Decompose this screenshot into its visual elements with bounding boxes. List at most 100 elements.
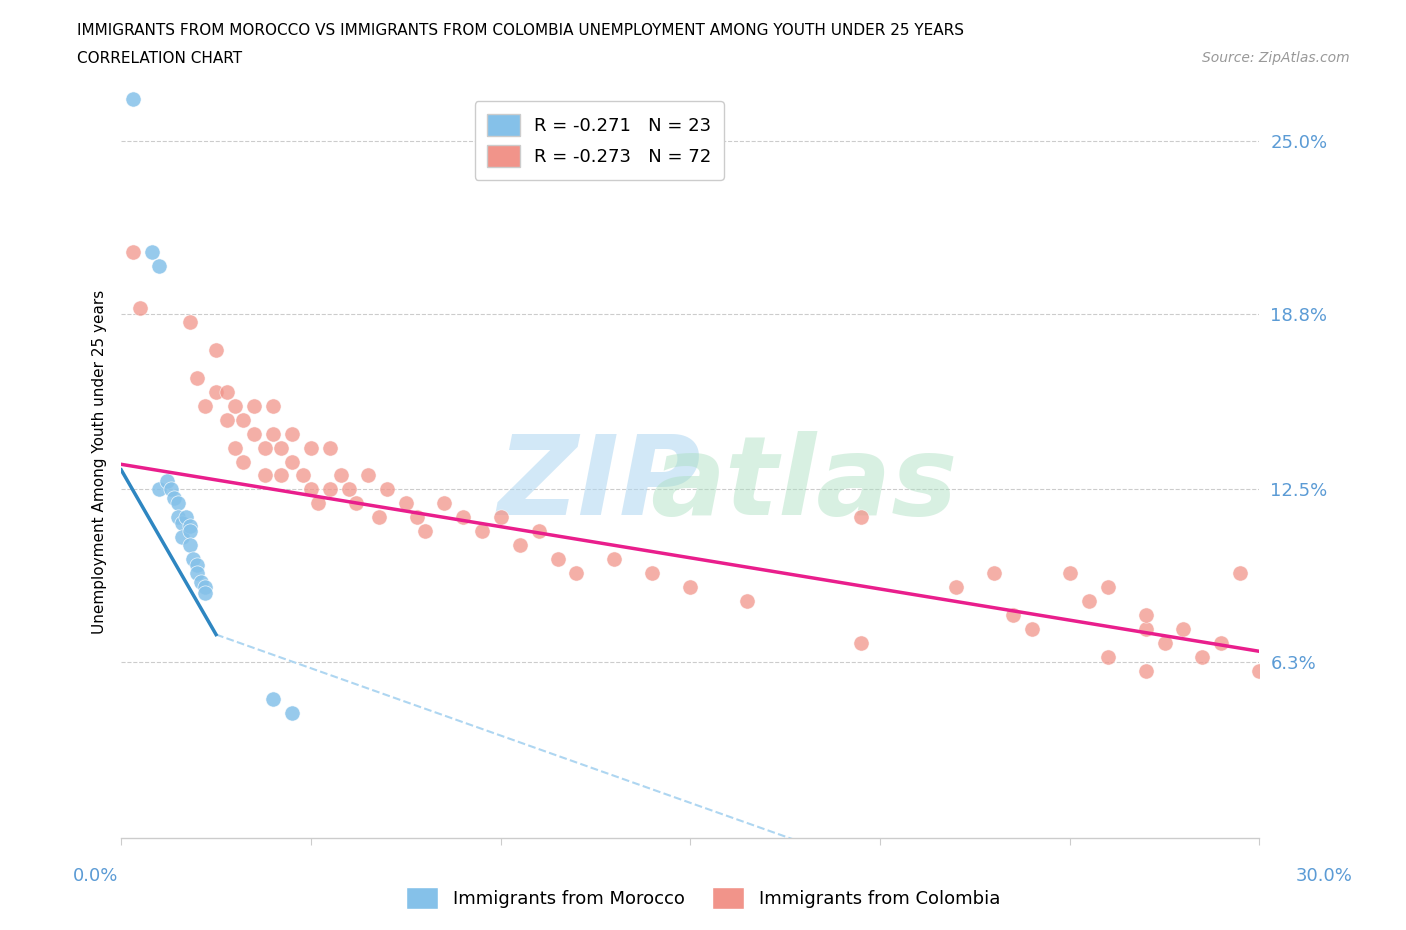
Point — [243, 398, 266, 413]
Point — [270, 468, 292, 483]
Point — [121, 91, 143, 106]
Point — [1173, 621, 1195, 636]
Text: ZIP: ZIP — [498, 431, 702, 538]
Text: 0.0%: 0.0% — [73, 867, 118, 884]
Point — [406, 510, 429, 525]
Point — [603, 551, 626, 566]
Point — [983, 565, 1005, 580]
Point — [527, 524, 550, 538]
Point — [489, 510, 512, 525]
Point — [1249, 663, 1271, 678]
Point — [849, 510, 872, 525]
Point — [224, 398, 246, 413]
Point — [170, 515, 193, 530]
Point — [179, 524, 201, 538]
Point — [170, 529, 193, 544]
Point — [357, 468, 380, 483]
Point — [471, 524, 494, 538]
Point — [148, 482, 170, 497]
Point — [1001, 607, 1024, 622]
Point — [281, 454, 304, 469]
Point — [194, 579, 217, 594]
Point — [148, 259, 170, 273]
Point — [181, 551, 204, 566]
Point — [281, 705, 304, 720]
Point — [509, 538, 531, 552]
Text: CORRELATION CHART: CORRELATION CHART — [77, 51, 242, 66]
Point — [1077, 593, 1099, 608]
Point — [433, 496, 456, 511]
Legend: Immigrants from Morocco, Immigrants from Colombia: Immigrants from Morocco, Immigrants from… — [399, 880, 1007, 916]
Point — [1286, 691, 1309, 706]
Point — [849, 635, 872, 650]
Point — [1135, 663, 1157, 678]
Point — [186, 557, 208, 572]
Point — [1305, 677, 1327, 692]
Point — [1211, 635, 1233, 650]
Point — [641, 565, 664, 580]
Point — [1191, 649, 1213, 664]
Point — [308, 496, 330, 511]
Point — [292, 468, 315, 483]
Point — [167, 510, 190, 525]
Point — [319, 440, 342, 455]
Text: 30.0%: 30.0% — [1296, 867, 1353, 884]
Point — [179, 518, 201, 533]
Point — [194, 585, 217, 600]
Point — [205, 384, 228, 399]
Point — [205, 342, 228, 357]
Point — [395, 496, 418, 511]
Point — [254, 440, 277, 455]
Point — [217, 412, 239, 427]
Point — [451, 510, 474, 525]
Point — [156, 473, 179, 488]
Point — [179, 538, 201, 552]
Point — [163, 490, 186, 505]
Point — [186, 370, 208, 385]
Point — [1229, 565, 1251, 580]
Point — [679, 579, 702, 594]
Point — [1021, 621, 1043, 636]
Point — [735, 593, 758, 608]
Point — [565, 565, 588, 580]
Point — [190, 574, 212, 589]
Point — [1097, 579, 1119, 594]
Point — [1135, 621, 1157, 636]
Point — [1097, 649, 1119, 664]
Point — [299, 440, 322, 455]
Text: atlas: atlas — [651, 431, 957, 538]
Point — [174, 510, 197, 525]
Point — [121, 245, 143, 259]
Point — [141, 245, 163, 259]
Point — [1135, 607, 1157, 622]
Point — [232, 454, 254, 469]
Point — [330, 468, 353, 483]
Text: IMMIGRANTS FROM MOROCCO VS IMMIGRANTS FROM COLOMBIA UNEMPLOYMENT AMONG YOUTH UND: IMMIGRANTS FROM MOROCCO VS IMMIGRANTS FR… — [77, 23, 965, 38]
Point — [224, 440, 246, 455]
Point — [547, 551, 569, 566]
Point — [243, 426, 266, 441]
Point — [281, 426, 304, 441]
Y-axis label: Unemployment Among Youth under 25 years: Unemployment Among Youth under 25 years — [93, 289, 107, 633]
Point — [217, 384, 239, 399]
Point — [179, 314, 201, 329]
Point — [299, 482, 322, 497]
Point — [232, 412, 254, 427]
Point — [1153, 635, 1175, 650]
Point — [375, 482, 398, 497]
Point — [159, 482, 181, 497]
Point — [368, 510, 391, 525]
Point — [319, 482, 342, 497]
Point — [1059, 565, 1081, 580]
Point — [337, 482, 360, 497]
Point — [346, 496, 368, 511]
Point — [167, 496, 190, 511]
Point — [270, 440, 292, 455]
Text: Source: ZipAtlas.com: Source: ZipAtlas.com — [1202, 51, 1350, 65]
Point — [413, 524, 436, 538]
Point — [262, 398, 284, 413]
Point — [262, 426, 284, 441]
Point — [129, 300, 152, 315]
Point — [262, 691, 284, 706]
Point — [1267, 607, 1289, 622]
